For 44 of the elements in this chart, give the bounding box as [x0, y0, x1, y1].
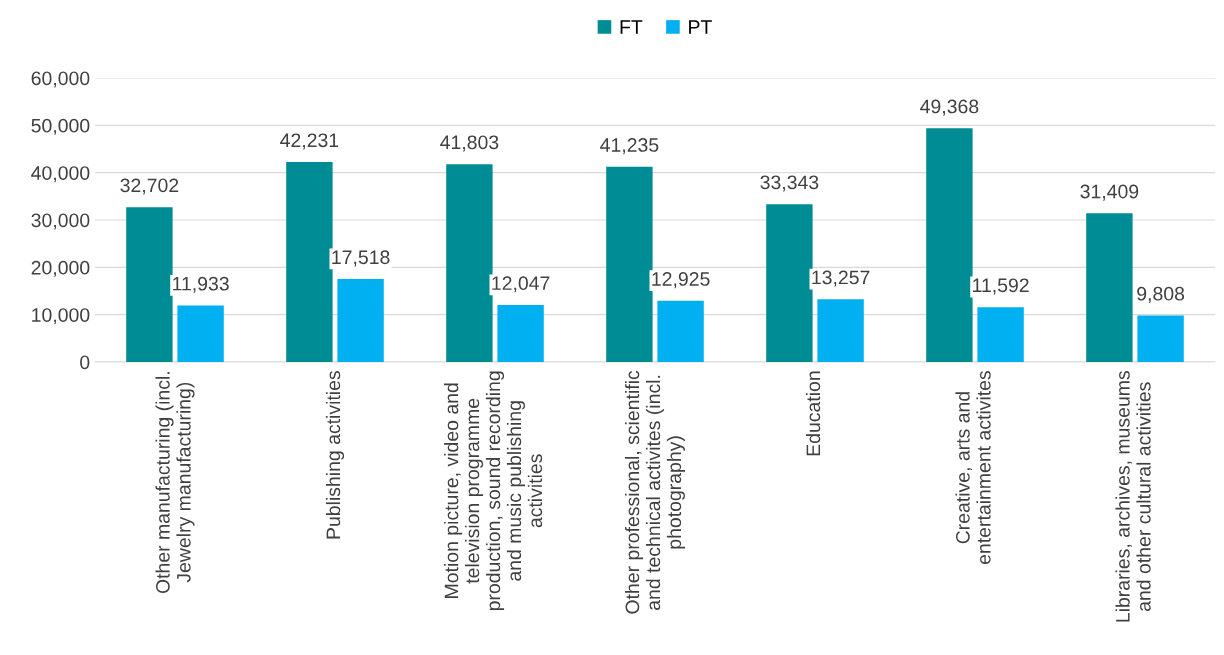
- bar: [337, 279, 384, 362]
- legend-label: PT: [689, 20, 712, 34]
- bar: [177, 305, 224, 362]
- bar: [606, 166, 653, 362]
- data-label: 17,518: [332, 250, 390, 267]
- y-tick-label: 0: [80, 355, 90, 370]
- bar: [497, 304, 544, 362]
- y-tick-label: 40,000: [31, 166, 90, 183]
- bar: [1086, 213, 1133, 362]
- bar: [657, 300, 704, 362]
- data-label: 42,231: [280, 133, 339, 150]
- data-label: 12,047: [492, 276, 550, 293]
- data-label: 9,808: [1137, 286, 1185, 303]
- data-label: 31,409: [1080, 184, 1139, 201]
- data-label: 12,925: [652, 272, 710, 289]
- x-tick-label: Other manufacturing (incl. Jewelry manufacturing): [155, 372, 195, 594]
- x-tick-label: Education: [805, 371, 821, 456]
- y-tick-label: 50,000: [31, 118, 90, 135]
- bar: [926, 128, 973, 362]
- x-tick-label: Other professional, scientific and technical activites (incl. photography): [624, 370, 686, 614]
- bar: [766, 204, 813, 362]
- x-tick-label: Creative, arts and entertainment activites: [955, 371, 991, 565]
- data-label: 11,592: [973, 278, 1029, 295]
- data-label: 32,702: [120, 178, 179, 195]
- x-tick-label: Libraries, archives, museums and other cultural activities: [1115, 371, 1151, 622]
- data-label: 41,235: [600, 138, 659, 155]
- data-label: 13,257: [812, 270, 870, 287]
- x-tick-label: Publishing activities: [325, 371, 345, 539]
- data-label: 41,803: [440, 135, 499, 152]
- y-tick-label: 60,000: [31, 71, 90, 88]
- y-tick-label: 10,000: [32, 308, 90, 325]
- bar: [1137, 315, 1184, 362]
- y-tick-label: 20,000: [31, 260, 90, 277]
- bar: [286, 162, 333, 362]
- y-tick-label: 30,000: [31, 213, 90, 230]
- bar: [977, 307, 1024, 362]
- data-label: 33,343: [760, 175, 819, 192]
- legend-label: FT: [620, 20, 643, 34]
- data-label: 49,368: [920, 99, 979, 116]
- bar: [817, 299, 864, 362]
- data-label: 11,933: [173, 276, 229, 293]
- bar: [446, 164, 493, 362]
- bar: [126, 207, 173, 362]
- x-tick-label: Motion picture, video and television programme production, sound recording and music publishing activities: [444, 371, 543, 611]
